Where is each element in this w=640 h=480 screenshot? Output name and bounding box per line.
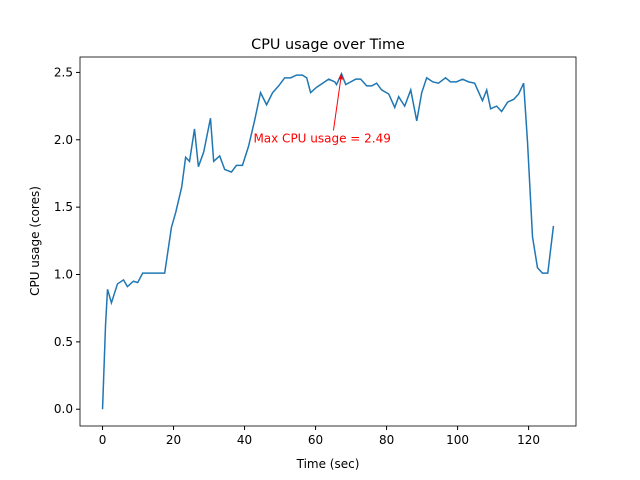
y-axis-label: CPU usage (cores) bbox=[28, 186, 42, 296]
y-tick-label: 2.0 bbox=[54, 133, 73, 147]
y-tick-label: 1.0 bbox=[54, 268, 73, 282]
y-tick-label: 2.5 bbox=[54, 65, 73, 79]
x-tick-label: 40 bbox=[237, 433, 252, 447]
plot-frame bbox=[79, 56, 577, 427]
annotation-text: Max CPU usage = 2.49 bbox=[253, 131, 390, 145]
x-tick-label: 20 bbox=[166, 433, 181, 447]
chart-title: CPU usage over Time bbox=[251, 37, 405, 53]
x-axis-label: Time (sec) bbox=[296, 457, 360, 471]
x-tick-label: 120 bbox=[517, 433, 540, 447]
x-tick-label: 60 bbox=[308, 433, 323, 447]
line-series bbox=[101, 71, 555, 410]
y-tick-label: 1.5 bbox=[54, 200, 73, 214]
y-tick-label: 0.0 bbox=[54, 402, 73, 416]
x-tick-label: 100 bbox=[446, 433, 469, 447]
annotation-arrowhead bbox=[338, 73, 344, 80]
x-tick-label: 80 bbox=[379, 433, 394, 447]
y-tick-label: 0.5 bbox=[54, 335, 73, 349]
x-tick-label: 0 bbox=[99, 433, 107, 447]
annotation-arrow bbox=[332, 73, 342, 131]
